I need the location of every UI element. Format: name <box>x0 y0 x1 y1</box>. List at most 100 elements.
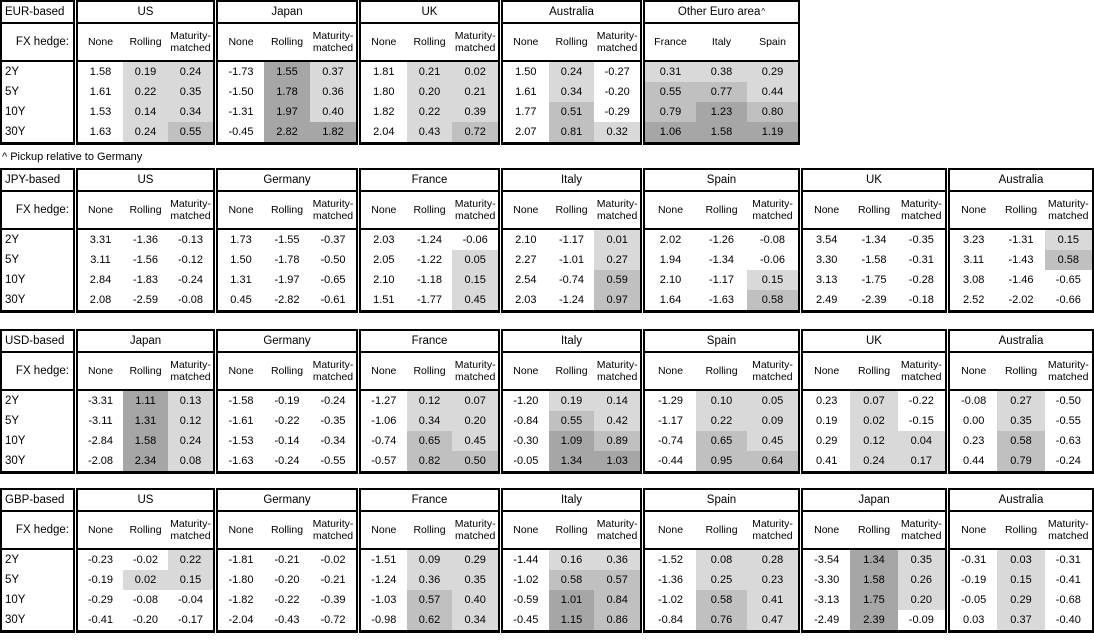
table-row-10y: 2.54 -0.74 0.59 <box>503 270 641 290</box>
table-row-30y: 2.03 -1.24 0.97 <box>503 290 641 310</box>
data-cell: 0.39 <box>452 102 499 122</box>
data-cell: 0.79 <box>645 102 696 122</box>
data-cell: 0.58 <box>548 570 595 590</box>
col-header-none: None <box>657 203 684 216</box>
data-cell: 1.77 <box>503 102 549 122</box>
data-cell: 0.42 <box>594 411 641 431</box>
data-cell: 0.15 <box>997 570 1045 590</box>
data-cell: -0.08 <box>168 290 213 310</box>
data-rows: 3.54 -1.34 -0.35 3.30 -1.58 -0.31 3.13 -1.75 -0.… <box>801 230 947 313</box>
group-name: Italy <box>501 329 642 353</box>
table-row-2y: -1.29 0.10 0.05 <box>645 391 798 411</box>
data-cell: -1.58 <box>218 391 264 411</box>
col-header-rolling: Rolling <box>270 364 304 377</box>
data-cell: 2.04 <box>361 122 407 142</box>
group-name: France <box>359 329 500 353</box>
col-header-none: None <box>961 364 987 377</box>
group-germany: Germany None Rolling Maturity-matched -1.81-… <box>216 488 358 633</box>
data-cell: -3.54 <box>803 550 851 570</box>
data-cell: -1.58 <box>850 250 898 270</box>
col-header-none: None <box>371 364 397 377</box>
table-row-2y: -0.31 0.03 -0.31 <box>950 550 1092 570</box>
data-cell: 0.15 <box>452 270 499 290</box>
data-cell: -0.39 <box>310 590 356 610</box>
sub-header: None Rolling Maturity-matched <box>948 192 1094 230</box>
data-rows: 1.50 0.24 -0.27 1.61 0.34 -0.20 1.77 0.51 -0.29 2… <box>501 62 642 145</box>
row-label-10y: 10Y <box>5 274 26 286</box>
data-cell: -0.08 <box>747 230 798 250</box>
base-label-usd-based: USD-based <box>0 329 75 353</box>
data-cell: 2.34 <box>123 451 168 471</box>
data-cell: -0.19 <box>264 391 310 411</box>
data-cell: -0.02 <box>310 550 356 570</box>
table-row-2y: 1.58 0.19 0.24 <box>78 62 213 82</box>
data-cell: 1.23 <box>696 102 747 122</box>
data-cell: -0.19 <box>78 570 123 590</box>
sub-header: None Rolling Maturity-matched <box>216 192 358 230</box>
data-cell: -0.41 <box>1044 570 1092 590</box>
data-cell: -0.08 <box>123 590 168 610</box>
data-cell: -0.72 <box>310 610 356 630</box>
data-cell: -1.17 <box>645 411 696 431</box>
data-cell: 0.89 <box>594 431 641 451</box>
sub-header: None Rolling Maturity-matched <box>359 353 500 391</box>
data-cell: 0.24 <box>123 122 168 142</box>
table-row-5y: -1.80 -0.20 -0.21 <box>218 570 356 590</box>
data-cell: 0.59 <box>594 270 641 290</box>
label-column: EUR-based FX hedge: 2Y 5Y 10Y 30Y <box>0 0 75 145</box>
group-name: France <box>359 488 500 512</box>
group-name: US <box>76 168 215 192</box>
table-row-2y: -1.27 0.12 0.07 <box>361 391 499 411</box>
data-cell: 0.09 <box>406 550 453 570</box>
group-us: US None Rolling Maturity-matched 1.58 0.19 0.2… <box>76 0 215 145</box>
data-cell: 0.51 <box>548 102 595 122</box>
table-row-5y: 3.11 -1.43 0.58 <box>950 250 1092 270</box>
col-header-rolling: Rolling <box>1004 364 1038 377</box>
data-cell: 0.55 <box>168 122 213 142</box>
data-cell: 1.11 <box>123 391 168 411</box>
table-row-5y: -1.24 0.36 0.35 <box>361 570 499 590</box>
sub-header: None Rolling Maturity-matched <box>801 192 947 230</box>
col-header-maturity-matched: Maturity-matched <box>454 197 496 222</box>
data-cell: 0.12 <box>850 431 898 451</box>
data-cell: -1.17 <box>696 270 747 290</box>
table-row-5y: -1.36 0.25 0.23 <box>645 570 798 590</box>
col-header-rolling: Rolling <box>857 203 891 216</box>
data-cell: 0.47 <box>747 610 798 630</box>
sub-header: None Rolling Maturity-matched <box>501 353 642 391</box>
data-rows: 1.81 0.21 0.02 1.80 0.20 0.21 1.82 0.22 0.39 2.04… <box>359 62 500 145</box>
data-cell: 0.34 <box>406 411 453 431</box>
col-header-rolling: Rolling <box>1004 203 1038 216</box>
row-label-2y: 2Y <box>5 554 20 566</box>
table-row-30y: 2.49 -2.39 -0.18 <box>803 290 945 310</box>
table-row-5y: 1.61 0.34 -0.20 <box>503 82 641 102</box>
data-cell: 0.50 <box>452 451 499 471</box>
data-cell: 3.30 <box>803 250 851 270</box>
table-row-10y: -1.02 0.58 0.41 <box>645 590 798 610</box>
table-row-30y: 2.04 0.43 0.72 <box>361 122 499 142</box>
table-row-30y: 1.06 1.58 1.19 <box>645 122 798 142</box>
data-rows: -0.23 -0.02 0.22 -0.19 0.02 0.15 -0.29 -0.08 -0.… <box>76 550 215 633</box>
table-row-30y: -2.08 2.34 0.08 <box>78 451 213 471</box>
data-cell: 0.27 <box>997 391 1045 411</box>
data-cell: 0.22 <box>168 550 213 570</box>
table-row-10y: -0.74 0.65 0.45 <box>361 431 499 451</box>
col-header-none: None <box>513 523 539 536</box>
data-cell: 3.11 <box>950 250 998 270</box>
table-row-10y: 2.10 -1.18 0.15 <box>361 270 499 290</box>
col-header-maturity-matched: Maturity-matched <box>752 358 793 383</box>
data-cell: 1.78 <box>264 82 310 102</box>
data-cell: 0.19 <box>803 411 851 431</box>
data-cell: -0.24 <box>1044 451 1092 471</box>
col-header-rolling: Rolling <box>705 523 738 536</box>
data-cell: 0.19 <box>548 391 595 411</box>
col-header-maturity-matched: Maturity-matched <box>596 197 638 222</box>
col-header-maturity-matched: Maturity-matched <box>900 358 942 383</box>
col-header-none: None <box>371 35 397 48</box>
row-label-30y: 30Y <box>5 294 26 306</box>
data-rows: 1.73 -1.55 -0.37 1.50 -1.78 -0.50 1.31 -1.97 -0.… <box>216 230 358 313</box>
col-header-maturity-matched: Maturity-matched <box>900 517 942 542</box>
data-cell: -1.26 <box>696 230 747 250</box>
data-cell: -1.01 <box>548 250 595 270</box>
table-row-10y: -3.13 1.75 0.20 <box>803 590 945 610</box>
